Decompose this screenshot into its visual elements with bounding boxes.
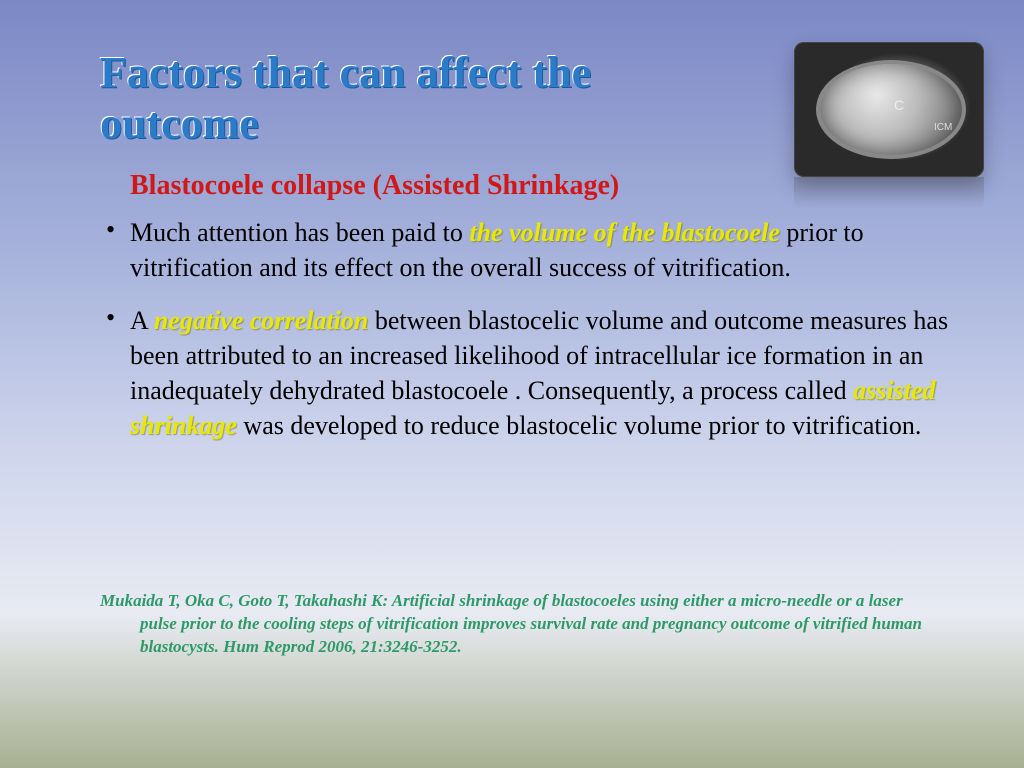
- citation-text: Mukaida T, Oka C, Goto T, Takahashi K: A…: [100, 590, 930, 659]
- text-segment: A: [130, 306, 154, 335]
- list-item: • Much attention has been paid to the vo…: [100, 215, 950, 285]
- text-segment: was developed to reduce blastocelic volu…: [237, 411, 921, 440]
- highlight-text: negative correlation: [154, 306, 368, 335]
- slide-subtitle: Blastocoele collapse (Assisted Shrinkage…: [130, 170, 619, 202]
- text-segment: Much attention has been paid to: [130, 218, 469, 247]
- slide-title: Factors that can affect the outcome: [100, 48, 740, 149]
- image-label-icm: ICM: [934, 122, 952, 133]
- bullet-text: A negative correlation between blastocel…: [130, 303, 950, 443]
- image-reflection: [794, 177, 984, 209]
- list-item: • A negative correlation between blastoc…: [100, 303, 950, 443]
- bullet-marker: •: [100, 303, 130, 443]
- bullet-marker: •: [100, 215, 130, 285]
- blastocyst-image: C ICM: [794, 42, 984, 177]
- highlight-text: the volume of the blastocoele: [469, 218, 780, 247]
- bullet-list: • Much attention has been paid to the vo…: [100, 215, 950, 462]
- image-label-c: C: [894, 97, 904, 113]
- bullet-text: Much attention has been paid to the volu…: [130, 215, 950, 285]
